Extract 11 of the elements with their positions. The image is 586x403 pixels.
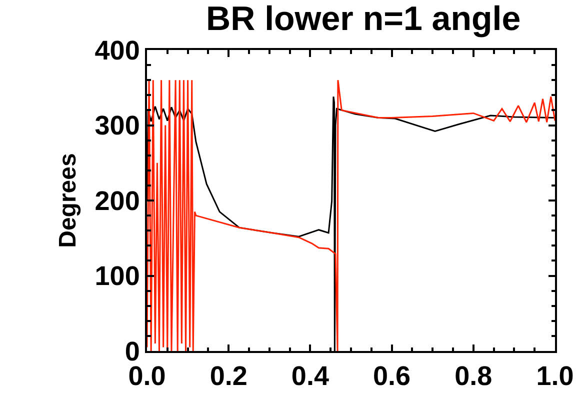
y-axis-title: Degrees bbox=[54, 153, 82, 248]
y-tick-label: 200 bbox=[94, 186, 140, 216]
chart-title: BR lower n=1 angle bbox=[206, 0, 521, 38]
x-tick-label: 0.6 bbox=[373, 361, 411, 392]
x-tick-label: 1.0 bbox=[536, 361, 574, 392]
x-tick-label: 0.2 bbox=[210, 361, 248, 392]
y-tick-label: 400 bbox=[94, 35, 140, 66]
y-tick-label: 300 bbox=[94, 110, 140, 141]
y-tick-label: 100 bbox=[94, 261, 140, 292]
x-tick-label: 0.8 bbox=[454, 361, 492, 392]
x-tick-label: 0.4 bbox=[291, 361, 329, 392]
